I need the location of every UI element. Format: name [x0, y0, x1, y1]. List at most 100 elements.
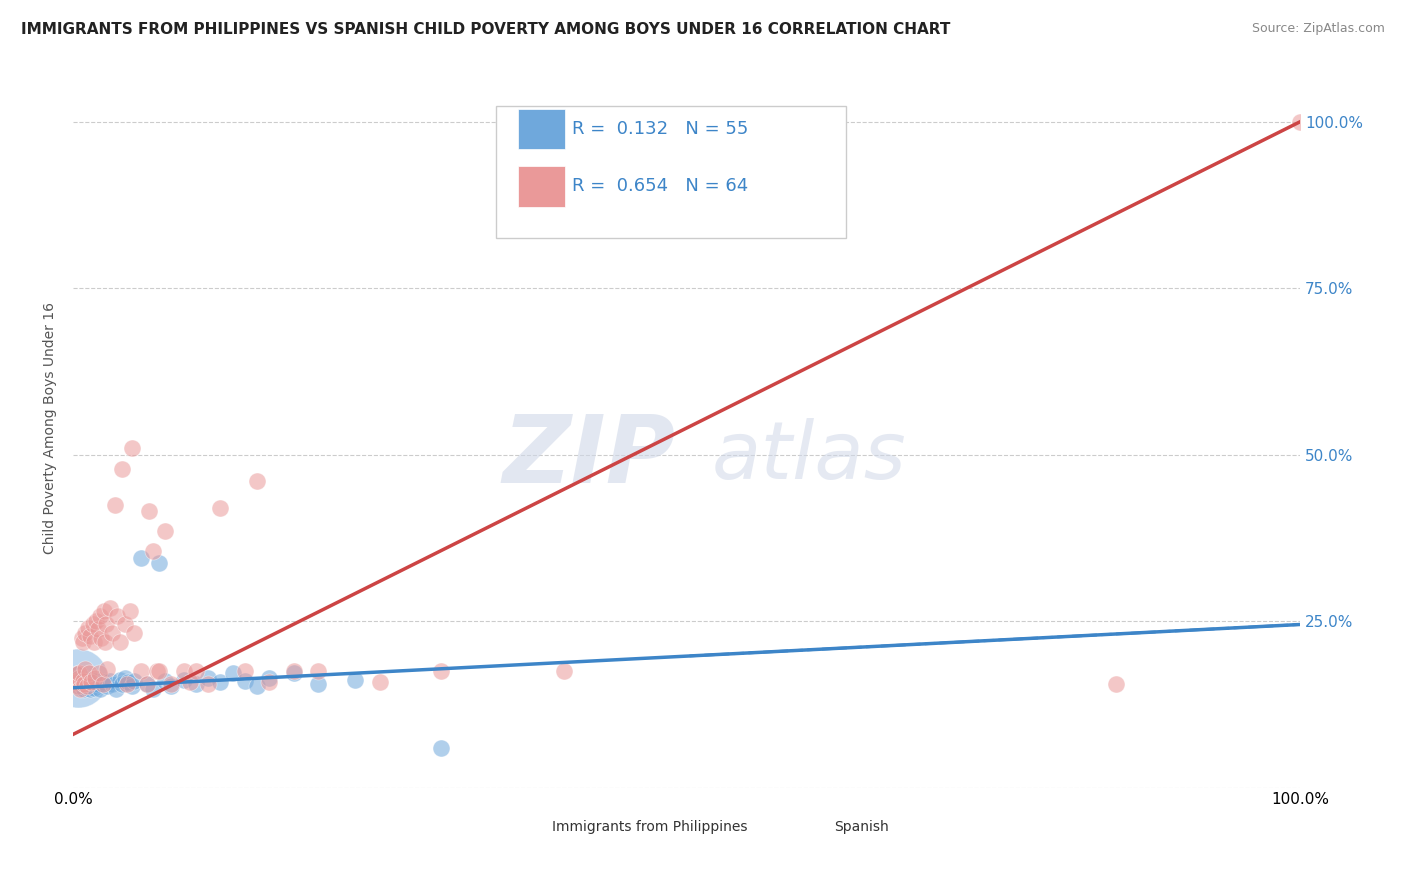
Point [66, 667, 89, 681]
Point [153, 524, 176, 539]
Point [83, 681, 105, 695]
Point [308, 664, 330, 678]
Text: atlas: atlas [711, 417, 907, 496]
Point [1105, 677, 1128, 691]
Y-axis label: Child Poverty Among Boys Under 16: Child Poverty Among Boys Under 16 [44, 302, 58, 554]
Point [83, 635, 105, 649]
Point [111, 677, 134, 691]
Point [94, 635, 117, 649]
Point [179, 675, 201, 690]
Point [86, 614, 108, 628]
Point [209, 675, 232, 690]
Point [111, 462, 134, 476]
Point [69, 681, 91, 695]
Point [142, 682, 165, 697]
Point [142, 544, 165, 558]
Point [368, 675, 391, 690]
Point [72, 675, 94, 690]
Point [91, 677, 114, 691]
Point [233, 674, 256, 689]
FancyBboxPatch shape [512, 814, 546, 842]
Point [82, 677, 104, 691]
Point [148, 556, 170, 570]
Point [76, 675, 98, 690]
Point [184, 677, 207, 691]
Point [160, 677, 183, 691]
Point [101, 677, 124, 691]
Point [105, 682, 128, 697]
Point [72, 674, 94, 689]
Point [135, 677, 157, 691]
Point [70, 674, 93, 689]
Point [96, 680, 118, 694]
Point [75, 626, 97, 640]
Point [129, 550, 152, 565]
Text: R =  0.132   N = 55: R = 0.132 N = 55 [572, 120, 749, 138]
Point [90, 631, 112, 645]
Point [153, 674, 176, 689]
Point [93, 604, 115, 618]
Point [67, 671, 90, 685]
Point [76, 680, 98, 694]
Point [173, 664, 195, 678]
Point [66, 671, 89, 685]
FancyBboxPatch shape [519, 166, 565, 207]
Text: R =  0.654   N = 64: R = 0.654 N = 64 [572, 178, 749, 195]
Point [118, 604, 141, 618]
Point [283, 664, 305, 678]
Point [259, 671, 281, 685]
Point [73, 677, 96, 691]
Point [148, 664, 170, 678]
Point [72, 671, 94, 685]
Point [66, 677, 89, 691]
FancyBboxPatch shape [793, 814, 828, 842]
Point [70, 631, 93, 645]
Text: ZIP: ZIP [502, 411, 675, 503]
Point [129, 664, 152, 678]
Point [138, 504, 160, 518]
Point [86, 622, 108, 636]
Point [197, 677, 219, 691]
Text: IMMIGRANTS FROM PHILIPPINES VS SPANISH CHILD POVERTY AMONG BOYS UNDER 16 CORRELA: IMMIGRANTS FROM PHILIPPINES VS SPANISH C… [21, 22, 950, 37]
Point [121, 441, 143, 455]
Point [72, 635, 94, 649]
Point [76, 621, 98, 635]
FancyBboxPatch shape [519, 109, 565, 149]
Point [65, 675, 87, 690]
Point [246, 475, 269, 489]
Point [98, 600, 121, 615]
Point [65, 667, 87, 681]
Point [70, 680, 93, 694]
Point [73, 677, 96, 691]
Point [80, 675, 103, 690]
Point [67, 666, 90, 681]
Point [84, 674, 107, 689]
Point [221, 666, 243, 681]
Point [1289, 115, 1312, 129]
Point [73, 682, 96, 697]
Point [75, 673, 97, 687]
Point [79, 682, 101, 697]
Point [89, 608, 111, 623]
Point [108, 635, 131, 649]
Text: Immigrants from Philippines: Immigrants from Philippines [551, 820, 747, 834]
Point [77, 666, 100, 681]
Point [344, 673, 367, 687]
Point [96, 662, 118, 676]
Point [87, 666, 110, 681]
Point [98, 674, 121, 689]
Point [67, 673, 90, 687]
Point [69, 677, 91, 691]
Point [66, 671, 89, 685]
Point [135, 677, 157, 691]
Point [160, 680, 183, 694]
Point [259, 675, 281, 690]
Point [145, 664, 167, 678]
Point [283, 666, 305, 681]
Point [430, 740, 453, 755]
Point [104, 498, 127, 512]
Text: Source: ZipAtlas.com: Source: ZipAtlas.com [1251, 22, 1385, 36]
Point [246, 680, 269, 694]
Point [184, 664, 207, 678]
Point [82, 617, 104, 632]
